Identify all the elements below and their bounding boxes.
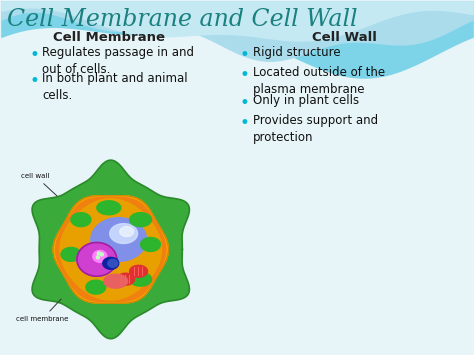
Polygon shape xyxy=(71,213,91,226)
Text: •: • xyxy=(29,72,39,90)
Text: •: • xyxy=(240,46,250,64)
Text: Only in plant cells: Only in plant cells xyxy=(253,94,359,106)
Polygon shape xyxy=(55,197,166,301)
Polygon shape xyxy=(61,247,81,261)
Text: Rigid structure: Rigid structure xyxy=(253,46,340,59)
Polygon shape xyxy=(129,213,152,226)
Polygon shape xyxy=(141,237,161,251)
Polygon shape xyxy=(77,242,117,276)
Polygon shape xyxy=(103,257,118,269)
Text: •: • xyxy=(240,114,250,131)
Polygon shape xyxy=(129,265,147,277)
Polygon shape xyxy=(97,252,100,255)
Text: •: • xyxy=(29,46,39,64)
Polygon shape xyxy=(91,218,146,261)
Polygon shape xyxy=(110,224,137,244)
Text: Located outside of the
plasma membrane: Located outside of the plasma membrane xyxy=(253,66,385,96)
Polygon shape xyxy=(96,256,100,259)
Text: cell membrane: cell membrane xyxy=(16,299,69,322)
Text: Cell Wall: Cell Wall xyxy=(312,31,377,44)
Text: Cell Membrane: Cell Membrane xyxy=(53,31,165,44)
Text: cell wall: cell wall xyxy=(21,173,57,196)
Polygon shape xyxy=(120,226,134,236)
Polygon shape xyxy=(93,250,107,262)
Text: •: • xyxy=(240,66,250,84)
Polygon shape xyxy=(108,260,118,267)
Polygon shape xyxy=(117,273,135,285)
Polygon shape xyxy=(60,199,162,300)
Polygon shape xyxy=(86,280,106,294)
Polygon shape xyxy=(104,274,128,288)
Text: Cell Membrane and Cell Wall: Cell Membrane and Cell Wall xyxy=(8,8,358,31)
Text: Regulates passage in and
out of cells.: Regulates passage in and out of cells. xyxy=(42,46,194,76)
Text: In both plant and animal
cells.: In both plant and animal cells. xyxy=(42,72,188,102)
Polygon shape xyxy=(53,196,168,303)
Polygon shape xyxy=(32,160,190,339)
Polygon shape xyxy=(129,272,152,286)
Text: Provides support and
protection: Provides support and protection xyxy=(253,114,378,143)
Polygon shape xyxy=(100,253,103,256)
Polygon shape xyxy=(97,201,121,215)
Text: •: • xyxy=(240,94,250,112)
